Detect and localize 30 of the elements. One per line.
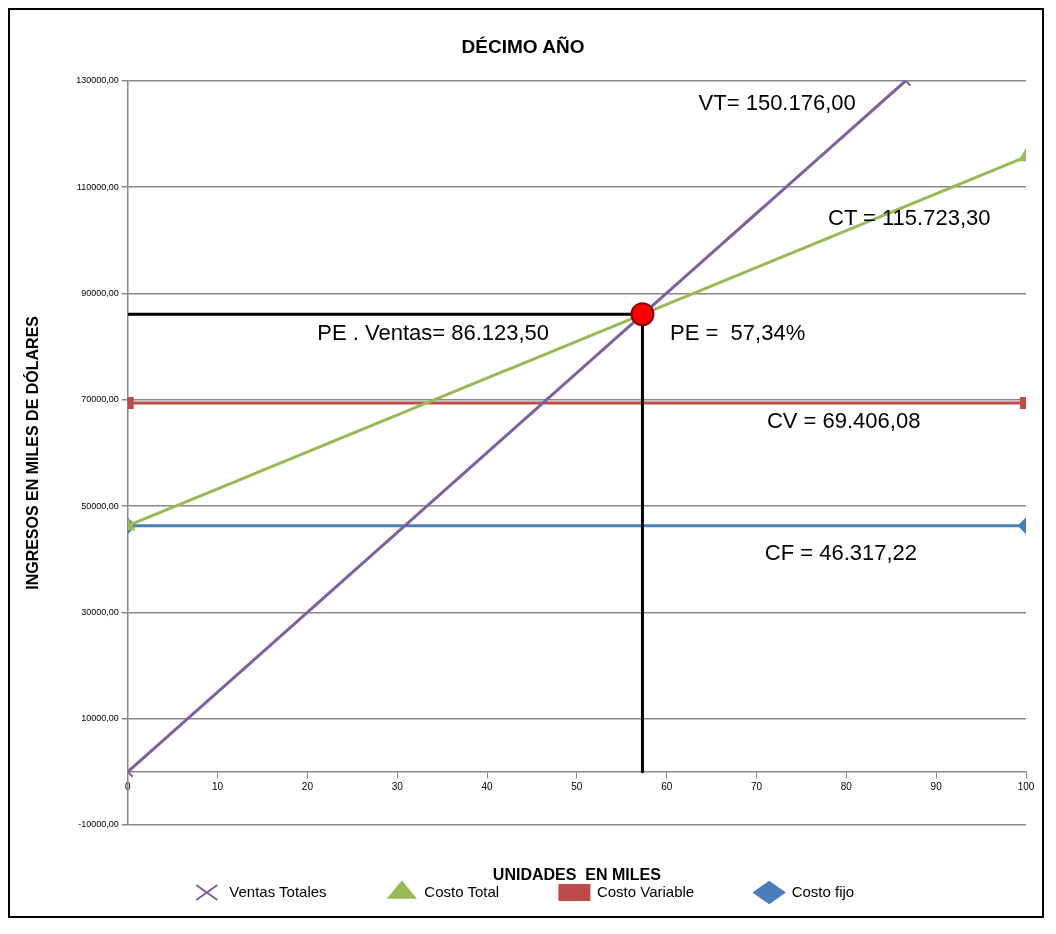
annotation: PE . Ventas= 86.123,50: [317, 319, 550, 345]
annotation: CF = 46.317,22: [764, 540, 918, 566]
x-tick-label: 20: [301, 780, 314, 792]
x-tick-label: 70: [750, 780, 763, 792]
legend-label: Costo fijo: [791, 882, 855, 900]
y-tick-label: 110000,00: [76, 181, 119, 192]
legend-label: Ventas Totales: [229, 882, 327, 900]
y-tick-label: 130000,00: [76, 75, 119, 86]
x-tick-label: 90: [930, 780, 943, 792]
y-axis-title: INGRESOS EN MILES DE DÓLARES: [23, 315, 42, 590]
annotation: VT= 150.176,00: [698, 89, 856, 115]
y-tick-label: 50000,00: [81, 500, 119, 511]
legend-label: Costo Variable: [596, 882, 695, 900]
x-axis-title: UNIDADES EN MILES: [492, 865, 662, 883]
chart-title: DÉCIMO AÑO: [461, 35, 585, 57]
annotation: CV = 69.406,08: [766, 408, 921, 434]
x-tick-label: 60: [661, 780, 673, 792]
y-tick-label: 10000,00: [81, 713, 119, 724]
x-tick-label: 100: [1017, 780, 1035, 792]
x-tick-label: 40: [481, 780, 494, 792]
y-tick-label: 70000,00: [81, 394, 119, 405]
x-tick-label: 80: [840, 780, 853, 792]
x-tick-label: 10: [212, 780, 224, 792]
y-tick-label: 30000,00: [81, 606, 119, 617]
x-tick-label: 50: [571, 780, 583, 792]
annotation: PE = 57,34%: [670, 319, 806, 345]
y-tick-label: -10000,00: [78, 819, 119, 830]
x-tick-label: 30: [391, 780, 404, 792]
y-tick-label: 90000,00: [81, 287, 119, 298]
legend-label: Costo Total: [424, 882, 500, 900]
